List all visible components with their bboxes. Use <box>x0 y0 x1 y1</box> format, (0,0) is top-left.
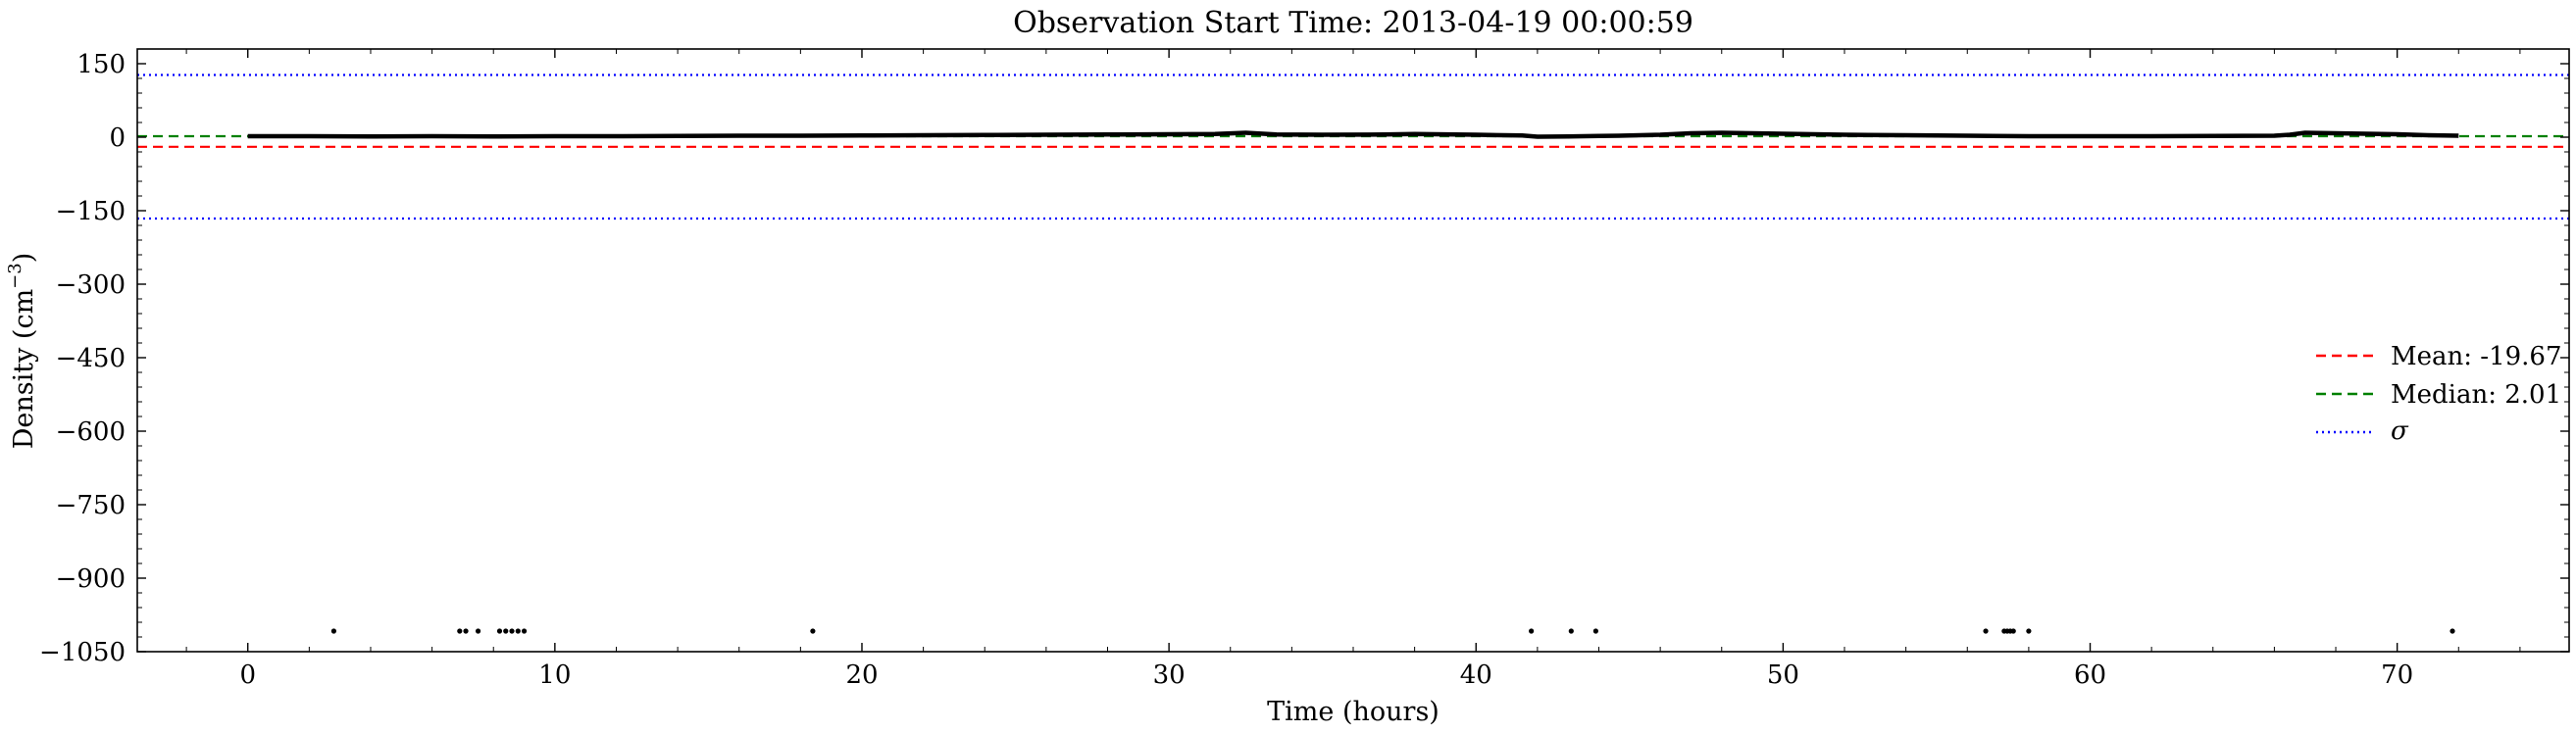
outlier-point <box>503 628 509 634</box>
y-tick-label: −750 <box>56 491 126 520</box>
y-axis-label-superscript: −3 <box>5 263 25 289</box>
outlier-point <box>1983 628 1989 634</box>
y-axis-label: Density (cm−3) <box>5 253 39 450</box>
y-axis-label-close: ) <box>9 253 39 264</box>
outlier-point <box>496 628 503 634</box>
y-axis-label-main: Density (cm <box>9 289 39 449</box>
outlier-point <box>2026 628 2032 634</box>
chart-title: Observation Start Time: 2013-04-19 00:00… <box>1013 6 1693 40</box>
x-axis-label: Time (hours) <box>1267 697 1440 727</box>
x-tick-label: 10 <box>538 660 571 690</box>
legend-mean-label: Mean: -19.67 <box>2391 342 2562 371</box>
outlier-point <box>509 628 515 634</box>
y-axis-ticks: 150 0 −150 −300 −450 −600 −750 −900 −1050 <box>39 48 2569 667</box>
x-axis-ticks: 0 10 20 30 40 50 60 70 <box>185 49 2521 690</box>
x-tick-label: 50 <box>1767 660 1799 690</box>
outlier-point <box>1592 628 1598 634</box>
legend: Mean: -19.67 Median: 2.01 σ <box>2316 342 2562 446</box>
outlier-point <box>2010 628 2016 634</box>
outlier-point <box>463 628 469 634</box>
x-tick-label: 30 <box>1153 660 1186 690</box>
y-tick-label: −300 <box>56 270 126 300</box>
legend-median-label: Median: 2.01 <box>2391 380 2561 410</box>
outlier-point <box>1568 628 1574 634</box>
plot-lines <box>137 73 2569 220</box>
y-tick-label: 0 <box>109 123 126 153</box>
y-tick-label: −900 <box>56 564 126 594</box>
y-tick-label: −1050 <box>39 638 126 667</box>
outlier-point <box>330 628 337 634</box>
outlier-point <box>1529 628 1535 634</box>
plot-frame <box>136 48 2570 653</box>
x-tick-label: 20 <box>845 660 878 690</box>
outlier-point <box>521 628 528 634</box>
x-tick-label: 40 <box>1460 660 1492 690</box>
legend-entry-median: Median: 2.01 <box>2316 380 2561 410</box>
outlier-point <box>810 628 816 634</box>
y-tick-label: −150 <box>56 197 126 226</box>
x-tick-label: 0 <box>239 660 256 690</box>
y-tick-label: −450 <box>56 344 126 373</box>
outlier-point <box>475 628 481 634</box>
outlier-point <box>2450 628 2455 634</box>
x-tick-label: 60 <box>2074 660 2106 690</box>
y-tick-label: −600 <box>56 417 126 447</box>
x-tick-label: 70 <box>2381 660 2413 690</box>
outlier-point <box>515 628 521 634</box>
data-trace <box>247 130 2459 139</box>
legend-entry-sigma: σ <box>2316 416 2409 446</box>
legend-entry-mean: Mean: -19.67 <box>2316 342 2562 371</box>
legend-sigma-label: σ <box>2391 416 2409 446</box>
outlier-point <box>457 628 463 634</box>
y-tick-label: 150 <box>76 50 126 79</box>
data-series-line <box>247 130 2459 139</box>
outlier-points <box>330 628 2455 634</box>
